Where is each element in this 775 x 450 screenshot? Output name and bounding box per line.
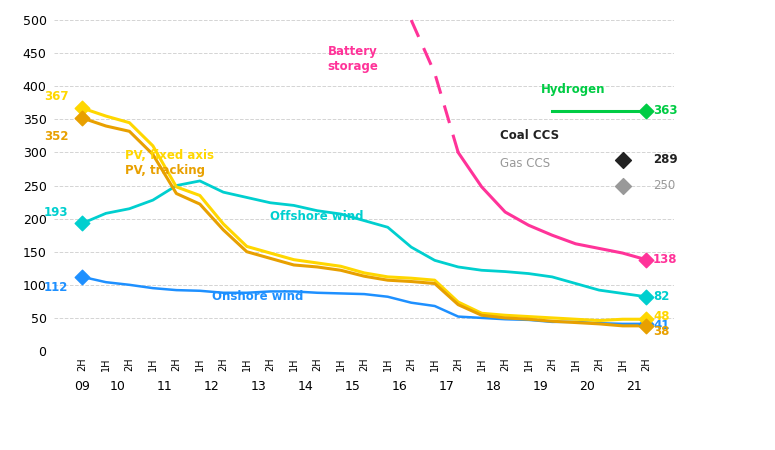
Text: PV, tracking: PV, tracking — [125, 164, 205, 177]
Point — [640, 293, 653, 300]
Text: 20: 20 — [580, 380, 595, 393]
Text: 138: 138 — [653, 253, 677, 266]
Text: Offshore wind: Offshore wind — [270, 210, 363, 223]
Text: Hydrogen: Hydrogen — [540, 83, 604, 96]
Text: 13: 13 — [250, 380, 267, 393]
Text: 12: 12 — [204, 380, 219, 393]
Text: 18: 18 — [485, 380, 501, 393]
Text: 112: 112 — [44, 281, 68, 294]
Text: 48: 48 — [653, 310, 670, 323]
Text: 193: 193 — [44, 206, 68, 219]
Text: 19: 19 — [532, 380, 548, 393]
Text: PV, fixed axis: PV, fixed axis — [125, 149, 214, 162]
Point — [640, 256, 653, 263]
Text: Onshore wind: Onshore wind — [212, 290, 303, 303]
Text: 16: 16 — [391, 380, 408, 393]
Point — [640, 107, 653, 114]
Text: 09: 09 — [74, 380, 91, 393]
Text: 41: 41 — [653, 319, 670, 332]
Text: Coal CCS: Coal CCS — [501, 129, 560, 142]
Text: 21: 21 — [626, 380, 642, 393]
Point — [640, 322, 653, 329]
Text: 289: 289 — [653, 153, 678, 166]
Text: Battery
storage: Battery storage — [327, 45, 378, 72]
Text: 250: 250 — [653, 179, 675, 192]
Point — [640, 320, 653, 328]
Point — [76, 220, 88, 227]
Point — [76, 114, 88, 122]
Text: 14: 14 — [298, 380, 313, 393]
Text: Gas CCS: Gas CCS — [501, 157, 550, 170]
Point — [616, 156, 629, 163]
Point — [616, 182, 629, 189]
Text: 363: 363 — [653, 104, 677, 117]
Text: 82: 82 — [653, 290, 670, 303]
Text: 38: 38 — [653, 325, 670, 338]
Text: 10: 10 — [110, 380, 126, 393]
Point — [76, 104, 88, 112]
Text: 15: 15 — [345, 380, 360, 393]
Text: 352: 352 — [44, 130, 68, 143]
Point — [76, 273, 88, 280]
Text: 11: 11 — [157, 380, 173, 393]
Point — [640, 315, 653, 323]
Text: 367: 367 — [44, 90, 68, 103]
Text: 17: 17 — [439, 380, 454, 393]
